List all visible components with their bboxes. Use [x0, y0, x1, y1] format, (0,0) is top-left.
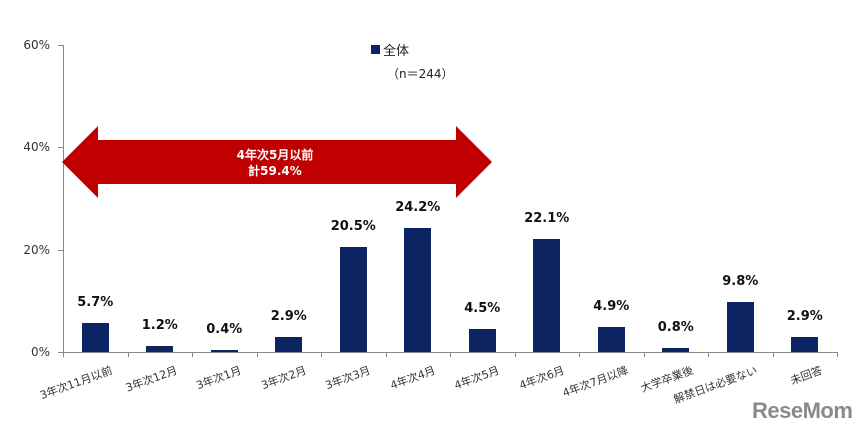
x-tick-mark [127, 352, 129, 357]
x-tick-mark [385, 352, 387, 357]
legend-label: 全体 [383, 44, 410, 59]
x-category-label: 3年次12月 [123, 363, 179, 395]
legend-sample-size: （n＝244） [387, 67, 454, 81]
bar-value-label: 0.4% [206, 321, 243, 337]
bar [791, 337, 819, 352]
bar [533, 238, 561, 352]
bar-value-label: 2.9% [786, 309, 823, 325]
arrow-label-line1: 4年次5月以前 [236, 148, 314, 162]
resemom-logo: ReseMom [752, 398, 853, 423]
bar [339, 247, 367, 352]
bar [404, 228, 432, 352]
x-tick-mark [772, 352, 774, 357]
x-tick-mark [321, 352, 322, 357]
x-category-label: 未回答 [788, 363, 824, 388]
x-tick-mark [192, 352, 193, 357]
double-arrow-annotation [62, 126, 492, 198]
bar [146, 345, 174, 352]
x-category-label: 3年次11月以前 [38, 363, 115, 403]
bar-value-label: 2.9% [270, 309, 307, 325]
legend: 全体 （n＝244） [371, 40, 454, 82]
arrow-label: 4年次5月以前 計59.4% [180, 147, 370, 179]
bar-value-label: 24.2% [395, 200, 441, 216]
bar-value-label: 22.1% [524, 210, 570, 226]
arrow-label-line2: 計59.4% [248, 164, 302, 178]
x-tick-mark [63, 352, 64, 357]
x-category-label: 4年次6月 [517, 363, 566, 393]
x-category-label: 4年次7月以降 [561, 363, 631, 400]
bar [597, 326, 625, 352]
bar [662, 347, 690, 352]
y-tick-label: 40% [23, 140, 50, 155]
bar-value-label: 5.7% [77, 294, 114, 310]
bar-value-label: 0.8% [657, 319, 694, 335]
x-tick-mark [256, 352, 258, 357]
bar [726, 301, 754, 352]
y-tick-label: 20% [23, 242, 50, 257]
x-tick-mark [837, 352, 838, 357]
x-category-label: 3年次3月 [323, 363, 373, 393]
y-tick-mark [58, 147, 63, 149]
y-tick-label: 60% [23, 38, 50, 52]
bar-value-label: 1.2% [141, 317, 178, 333]
y-tick-mark [58, 249, 63, 251]
x-category-label: 4年次4月 [388, 363, 437, 393]
y-tick-mark [58, 45, 63, 46]
x-category-label: 3年次1月 [194, 363, 244, 393]
y-axis [63, 45, 64, 352]
y-tick-mark [58, 352, 63, 353]
x-tick-mark [450, 352, 451, 357]
x-tick-mark [579, 352, 580, 357]
x-tick-mark [514, 352, 516, 357]
x-category-label: 4年次5月 [452, 363, 502, 393]
bar [275, 337, 303, 352]
bar [468, 328, 496, 352]
y-tick-label: 0% [30, 345, 50, 359]
x-tick-mark [643, 352, 645, 357]
legend-swatch [371, 45, 380, 54]
bar-value-label: 4.9% [593, 298, 630, 314]
bar-value-label: 4.5% [464, 300, 501, 316]
x-category-label: 3年次2月 [259, 363, 308, 393]
bar [210, 349, 238, 352]
bar [81, 322, 109, 352]
bar-value-label: 20.5% [330, 219, 376, 235]
bar-value-label: 9.8% [722, 273, 759, 289]
x-tick-mark [708, 352, 709, 357]
